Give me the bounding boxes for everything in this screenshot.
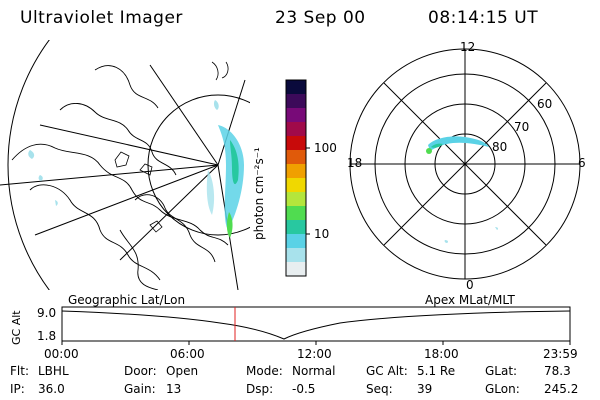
mode-value: Normal bbox=[292, 364, 336, 378]
map-grid-line bbox=[39, 124, 219, 166]
time-tick-06: 06:00 bbox=[170, 347, 205, 361]
mlt-label-6: 6 bbox=[578, 156, 586, 170]
colorbar-cell bbox=[286, 94, 306, 109]
auroral-oval-polar bbox=[426, 136, 499, 243]
filter-label: Flt: bbox=[10, 364, 29, 378]
gain-value: 13 bbox=[166, 382, 182, 396]
mode-label: Mode: bbox=[246, 364, 283, 378]
map-grid-line bbox=[217, 79, 246, 166]
gain-label: Gain: bbox=[124, 382, 156, 396]
seq-value: 39 bbox=[417, 382, 433, 396]
ip-value: 36.0 bbox=[38, 382, 65, 396]
colorbar bbox=[285, 79, 310, 277]
coastline bbox=[59, 103, 177, 176]
coastline bbox=[94, 65, 159, 109]
gc-alt-label: GC Alt: bbox=[366, 364, 408, 378]
colorbar-cell bbox=[286, 262, 306, 277]
colorbar-cell bbox=[286, 164, 306, 179]
mlt-label-0: 0 bbox=[466, 278, 474, 292]
filter-value: LBHL bbox=[38, 364, 69, 378]
polar-plot bbox=[349, 48, 581, 280]
colorbar-cell bbox=[286, 108, 306, 123]
map-grid-line bbox=[0, 164, 219, 186]
mlt-label-18: 18 bbox=[347, 156, 363, 170]
time-label: 08:14:15 UT bbox=[428, 8, 539, 28]
colorbar-gradient bbox=[286, 80, 306, 277]
colorbar-cell bbox=[286, 234, 306, 249]
dsp-label: Dsp: bbox=[246, 382, 274, 396]
altitude-curve bbox=[61, 310, 571, 340]
seq-label: Seq: bbox=[366, 382, 393, 396]
colorbar-cell bbox=[286, 206, 306, 221]
instrument-title: Ultraviolet Imager bbox=[20, 8, 183, 28]
door-label: Door: bbox=[124, 364, 157, 378]
coastline bbox=[211, 61, 229, 81]
gc-alt-value: 5.1 Re bbox=[417, 364, 456, 378]
mlat-label-80: 80 bbox=[492, 140, 508, 154]
colorbar-cell bbox=[286, 220, 306, 235]
coastline bbox=[29, 184, 161, 281]
polar-meridian-diag bbox=[383, 82, 547, 246]
glon-value: 245.2 bbox=[544, 382, 579, 396]
glat-value: 78.3 bbox=[544, 364, 571, 378]
colorbar-tick-10: 10 bbox=[314, 227, 330, 241]
alt-tick-1-8: 1.8 bbox=[37, 329, 57, 343]
altitude-track-plot bbox=[61, 306, 571, 345]
geographic-latlon-label: Geographic Lat/Lon bbox=[68, 293, 186, 307]
map-grid-line bbox=[34, 164, 219, 236]
colorbar-tick-100: 100 bbox=[314, 141, 337, 155]
colorbar-cell bbox=[286, 136, 306, 151]
gc-alt-axis-label: GC Alt bbox=[10, 310, 23, 345]
ip-label: IP: bbox=[10, 382, 25, 396]
colorbar-unit-label: photon cm⁻²s⁻¹ bbox=[252, 147, 266, 240]
map-grid-line bbox=[119, 164, 219, 261]
map-grid-line bbox=[149, 64, 219, 166]
auroral-oval-geographic bbox=[28, 100, 244, 238]
date-label: 23 Sep 00 bbox=[275, 8, 366, 28]
coastline bbox=[114, 151, 163, 233]
colorbar-cell bbox=[286, 178, 306, 193]
geographic-map bbox=[0, 40, 250, 290]
colorbar-cell bbox=[286, 122, 306, 137]
colorbar-cell bbox=[286, 192, 306, 207]
glon-label: GLon: bbox=[485, 382, 520, 396]
dsp-value: -0.5 bbox=[292, 382, 316, 396]
time-tick-18: 18:00 bbox=[424, 347, 459, 361]
mlat-label-60: 60 bbox=[537, 97, 553, 111]
glat-label: GLat: bbox=[485, 364, 518, 378]
coastline bbox=[134, 194, 216, 263]
colorbar-frame bbox=[285, 79, 307, 277]
door-value: Open bbox=[166, 364, 199, 378]
coastline bbox=[11, 143, 229, 246]
time-tick-12: 12:00 bbox=[297, 347, 332, 361]
apex-mlat-mlt-label: Apex MLat/MLT bbox=[425, 293, 515, 307]
alt-tick-9: 9.0 bbox=[37, 306, 57, 320]
time-tick-00: 00:00 bbox=[44, 347, 79, 361]
map-horizon-circle bbox=[7, 40, 50, 290]
time-tick-2359: 23:59 bbox=[543, 347, 578, 361]
coastline bbox=[119, 229, 159, 290]
mlt-label-12: 12 bbox=[460, 40, 476, 54]
mlat-label-70: 70 bbox=[514, 120, 530, 134]
colorbar-cell bbox=[286, 248, 306, 263]
colorbar-cell bbox=[286, 150, 306, 165]
colorbar-cell bbox=[286, 80, 306, 95]
